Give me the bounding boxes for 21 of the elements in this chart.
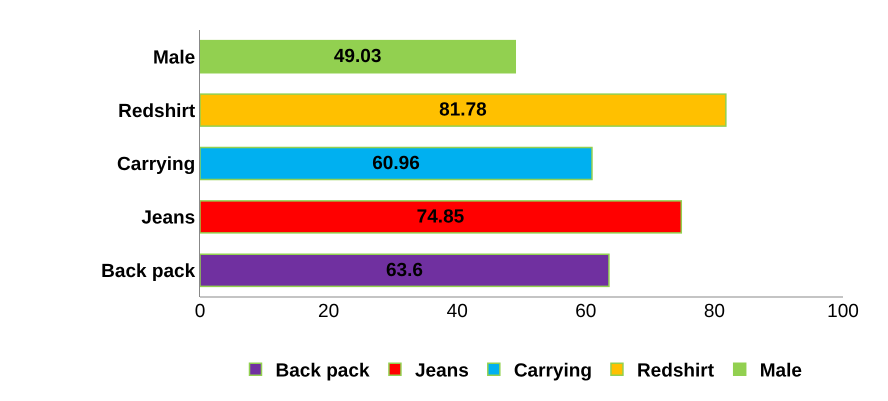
y-tick-label: Male — [152, 47, 196, 68]
x-tick-label: 0 — [194, 301, 206, 322]
legend-label: Carrying — [514, 360, 592, 382]
y-tick-label: Carrying — [117, 154, 196, 176]
y-tick-label: Redshirt — [118, 100, 196, 122]
y-tick-label: Back pack — [101, 260, 196, 282]
legend-label: Back pack — [276, 360, 370, 382]
x-tick-label: 20 — [318, 301, 340, 322]
legend-label: Jeans — [414, 360, 469, 382]
legend-label: Redshirt — [636, 360, 715, 382]
x-tick-label: 80 — [704, 301, 725, 322]
data-label: 74.85 — [416, 206, 465, 228]
x-tick-label: 60 — [575, 301, 596, 322]
data-label: 49.03 — [334, 46, 382, 68]
legend-label: Male — [760, 360, 802, 382]
x-tick-label: 100 — [827, 301, 859, 322]
x-tick-label: 40 — [446, 301, 468, 322]
data-label: 81.78 — [439, 100, 487, 121]
data-label: 63.6 — [386, 260, 423, 281]
data-label: 60.96 — [372, 153, 420, 174]
y-tick-label: Jeans — [141, 208, 196, 229]
